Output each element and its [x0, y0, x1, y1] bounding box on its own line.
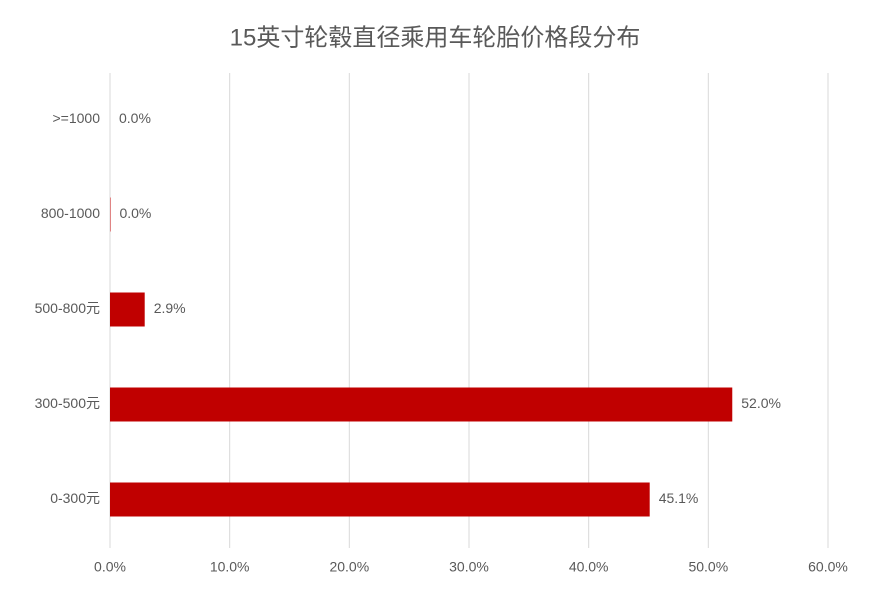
bar: [110, 482, 650, 517]
y-tick-label: 0-300元: [50, 490, 100, 506]
x-tick-label: 30.0%: [449, 559, 489, 575]
x-tick-label: 20.0%: [329, 559, 369, 575]
data-label: 52.0%: [741, 395, 781, 411]
y-tick-label: 500-800元: [35, 300, 100, 316]
chart-title: 15英寸轮毂直径乘用车轮胎价格段分布: [230, 24, 641, 51]
y-tick-label: 300-500元: [35, 395, 100, 411]
bar: [110, 387, 733, 422]
x-tick-label: 40.0%: [569, 559, 609, 575]
y-tick-label: 800-1000: [41, 205, 100, 221]
x-tick-label: 60.0%: [808, 559, 848, 575]
y-tick-label: >=1000: [53, 110, 101, 126]
x-tick-label: 50.0%: [688, 559, 728, 575]
bar: [110, 292, 145, 327]
data-label: 45.1%: [659, 490, 699, 506]
data-label: 0.0%: [119, 205, 151, 221]
data-label: 0.0%: [119, 110, 151, 126]
x-tick-label: 10.0%: [210, 559, 250, 575]
x-tick-label: 0.0%: [94, 559, 126, 575]
data-label: 2.9%: [154, 300, 186, 316]
